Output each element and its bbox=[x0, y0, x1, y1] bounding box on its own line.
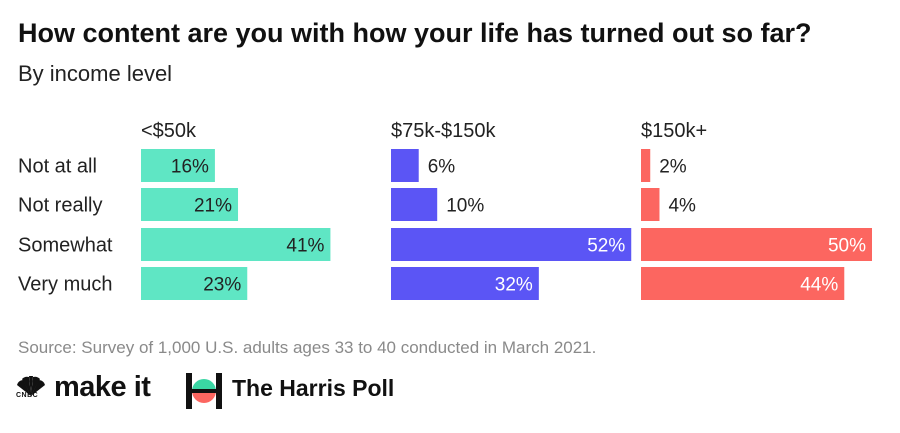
data-label: 23% bbox=[203, 275, 241, 296]
category-label: Very much bbox=[18, 274, 112, 296]
data-label: 50% bbox=[828, 236, 866, 257]
bar bbox=[141, 267, 248, 300]
series-header: <$50k bbox=[141, 120, 197, 142]
data-label: 32% bbox=[495, 275, 533, 296]
data-label: 10% bbox=[446, 196, 484, 217]
data-label: 21% bbox=[194, 196, 232, 217]
category-label: Not at all bbox=[18, 156, 97, 178]
category-label: Somewhat bbox=[18, 235, 113, 257]
data-label: 6% bbox=[428, 157, 456, 178]
bar bbox=[141, 228, 331, 261]
source-note: Source: Survey of 1,000 U.S. adults ages… bbox=[18, 338, 597, 357]
chart-title: How content are you with how your life h… bbox=[18, 18, 812, 48]
cnbc-wordmark: CNBC bbox=[16, 392, 39, 399]
category-label: Not really bbox=[18, 195, 102, 217]
data-label: 16% bbox=[171, 157, 209, 178]
bar bbox=[391, 149, 419, 182]
series-header: $75k-$150k bbox=[391, 120, 497, 142]
bar bbox=[391, 267, 539, 300]
data-label: 52% bbox=[587, 236, 625, 257]
bar-chart: Not at all Not really Somewhat Very much <$5… bbox=[18, 120, 872, 300]
make-it-logo: make it bbox=[54, 371, 151, 403]
bar bbox=[391, 188, 438, 221]
data-label: 41% bbox=[286, 236, 324, 257]
cnbc-peacock-icon bbox=[17, 376, 45, 396]
data-label: 2% bbox=[659, 157, 687, 178]
data-label: 44% bbox=[800, 275, 838, 296]
bar bbox=[641, 267, 845, 300]
bar bbox=[641, 228, 872, 261]
harris-poll-logo-icon bbox=[186, 373, 222, 409]
chart-subtitle: By income level bbox=[18, 61, 173, 86]
harris-poll-wordmark: The Harris Poll bbox=[232, 375, 395, 401]
series-header: $150k+ bbox=[641, 120, 707, 142]
bar bbox=[391, 228, 632, 261]
bar bbox=[641, 188, 660, 221]
footer-logos: CNBC make it The Harris Poll bbox=[14, 368, 474, 414]
bar bbox=[141, 149, 215, 182]
bar bbox=[141, 188, 239, 221]
data-label: 4% bbox=[668, 196, 696, 217]
bar bbox=[641, 149, 651, 182]
